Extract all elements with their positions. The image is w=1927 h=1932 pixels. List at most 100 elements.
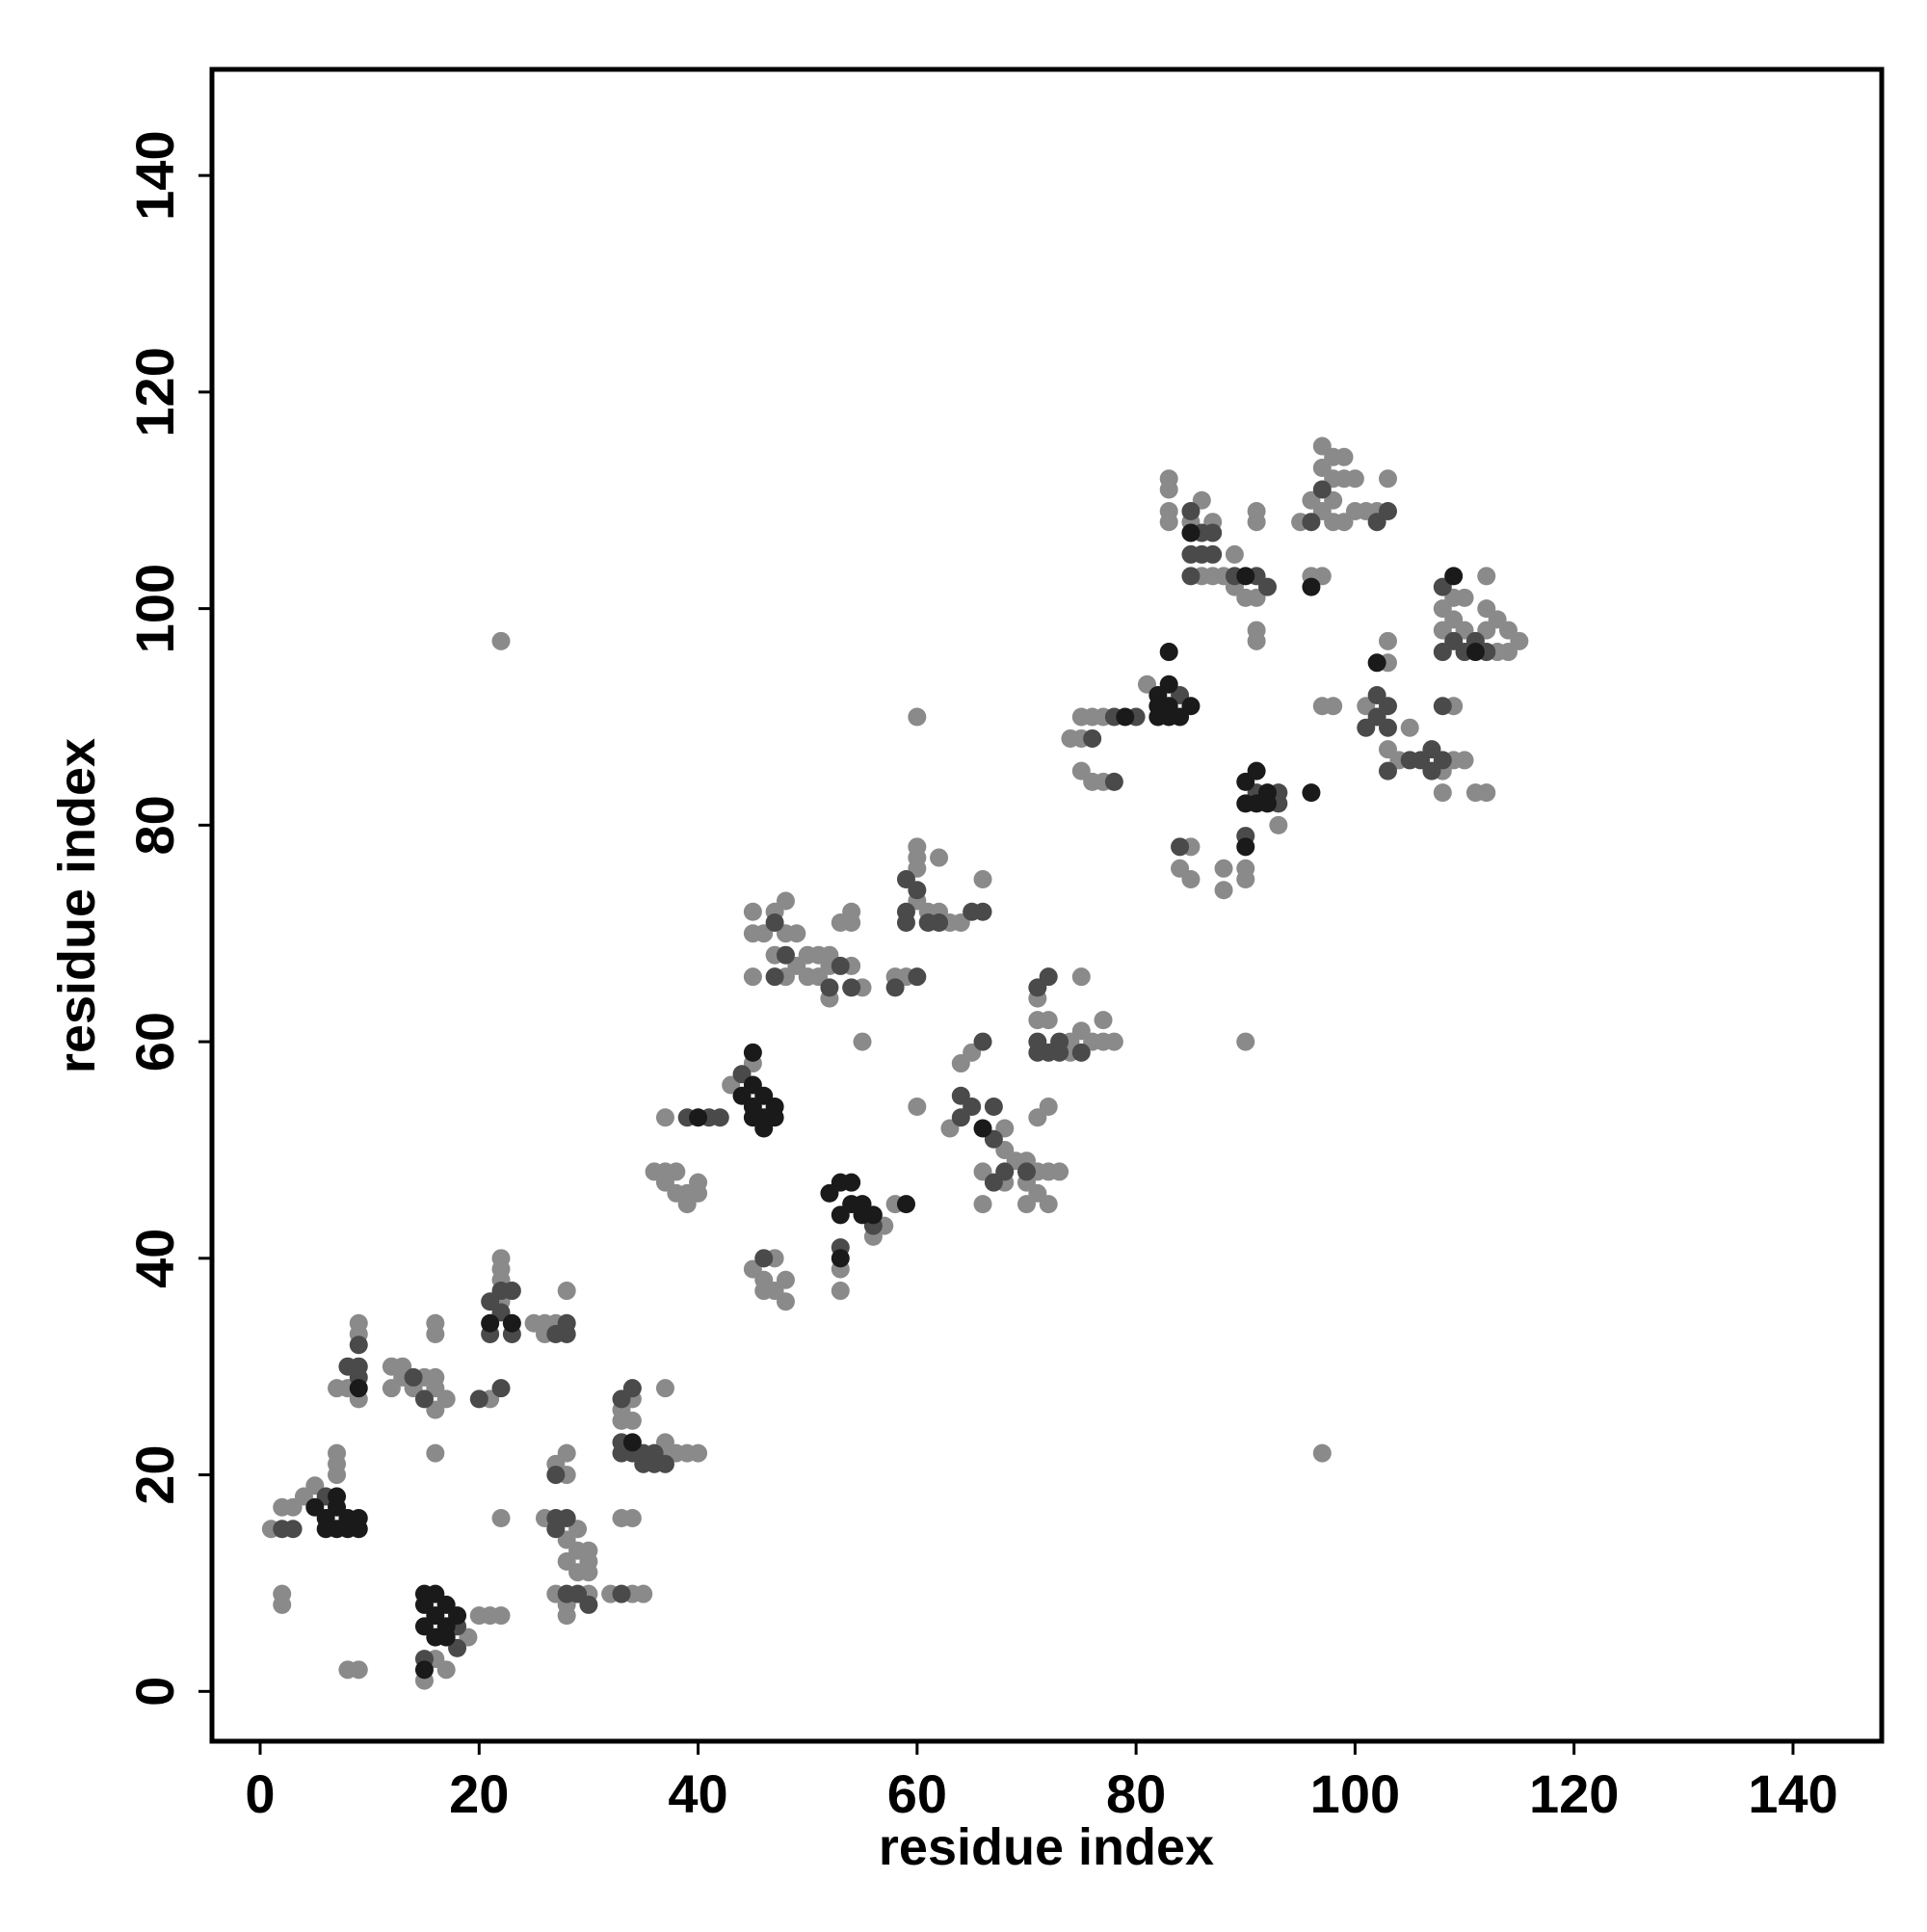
point: [1477, 567, 1496, 586]
point: [1159, 513, 1178, 532]
x-tick-label: 60: [887, 1763, 947, 1824]
point: [481, 1313, 500, 1333]
point: [557, 1324, 576, 1343]
y-tick-label: 0: [124, 1677, 185, 1707]
point: [853, 1032, 872, 1051]
plot-frame: [209, 66, 1885, 1744]
point: [689, 1108, 708, 1127]
point: [1269, 815, 1288, 834]
point: [1236, 870, 1255, 889]
point: [1510, 631, 1529, 650]
point: [1378, 718, 1397, 737]
point: [1181, 697, 1201, 716]
point: [502, 1313, 521, 1333]
point: [842, 913, 861, 932]
point: [743, 1043, 762, 1062]
point: [1465, 643, 1485, 662]
point: [1039, 1195, 1058, 1214]
point: [842, 978, 861, 997]
point: [1477, 783, 1496, 803]
point: [1247, 513, 1266, 532]
point: [612, 1584, 631, 1603]
point: [349, 1336, 368, 1355]
point: [436, 1389, 456, 1409]
point: [491, 1379, 511, 1398]
point: [622, 1411, 642, 1430]
point: [1367, 653, 1386, 673]
point: [426, 1443, 445, 1463]
point: [557, 1443, 576, 1463]
point: [622, 1379, 642, 1398]
point: [1181, 567, 1201, 586]
point: [1302, 577, 1321, 596]
point: [1050, 1043, 1069, 1062]
point: [579, 1563, 598, 1582]
point: [1159, 480, 1178, 499]
point: [634, 1584, 653, 1603]
point: [1071, 1043, 1091, 1062]
point: [1378, 697, 1397, 716]
y-tick-label: 60: [124, 1012, 185, 1072]
y-tick-label: 80: [124, 795, 185, 855]
point: [908, 881, 927, 900]
point: [1203, 523, 1223, 543]
point: [1433, 783, 1452, 803]
point: [765, 1108, 784, 1127]
x-tick-label: 40: [668, 1763, 727, 1824]
point: [502, 1282, 521, 1301]
point: [787, 924, 806, 943]
point: [995, 1162, 1015, 1181]
point: [776, 891, 795, 911]
point: [1236, 837, 1255, 857]
point: [743, 967, 762, 987]
point: [1378, 761, 1397, 781]
point: [557, 1282, 576, 1301]
point: [546, 1466, 566, 1485]
point: [754, 1282, 774, 1301]
y-axis-title: residue index: [48, 738, 106, 1073]
point: [426, 1324, 445, 1343]
point: [765, 913, 784, 932]
point: [557, 1509, 576, 1528]
point: [349, 1379, 368, 1398]
point: [973, 1032, 992, 1051]
point: [655, 1454, 674, 1473]
point: [1159, 675, 1178, 694]
point: [1116, 707, 1135, 727]
point: [831, 1249, 850, 1268]
point: [776, 945, 795, 965]
point: [1302, 513, 1321, 532]
point: [754, 1249, 774, 1268]
point: [414, 1660, 434, 1680]
x-tick-label: 20: [449, 1763, 509, 1824]
point: [273, 1595, 292, 1614]
point: [1324, 697, 1343, 716]
x-tick-label: 0: [245, 1763, 275, 1824]
point: [908, 707, 927, 727]
x-tick-label: 120: [1529, 1763, 1619, 1824]
point: [743, 902, 762, 921]
point: [765, 967, 784, 987]
point: [491, 1509, 511, 1528]
point: [1159, 643, 1178, 662]
point: [655, 1108, 674, 1127]
point: [436, 1660, 456, 1680]
point: [667, 1162, 686, 1181]
point: [1444, 567, 1464, 586]
point: [710, 1108, 729, 1127]
point: [689, 1443, 708, 1463]
point: [1378, 469, 1397, 489]
point: [831, 956, 850, 975]
point: [1071, 967, 1091, 987]
x-tick-label: 140: [1748, 1763, 1837, 1824]
point: [689, 1183, 708, 1203]
y-tick-label: 140: [124, 130, 185, 220]
point: [1039, 1011, 1058, 1030]
point: [491, 631, 511, 650]
point: [1378, 501, 1397, 520]
point: [469, 1389, 488, 1409]
point: [622, 1433, 642, 1452]
point: [973, 1195, 992, 1214]
point: [414, 1389, 434, 1409]
